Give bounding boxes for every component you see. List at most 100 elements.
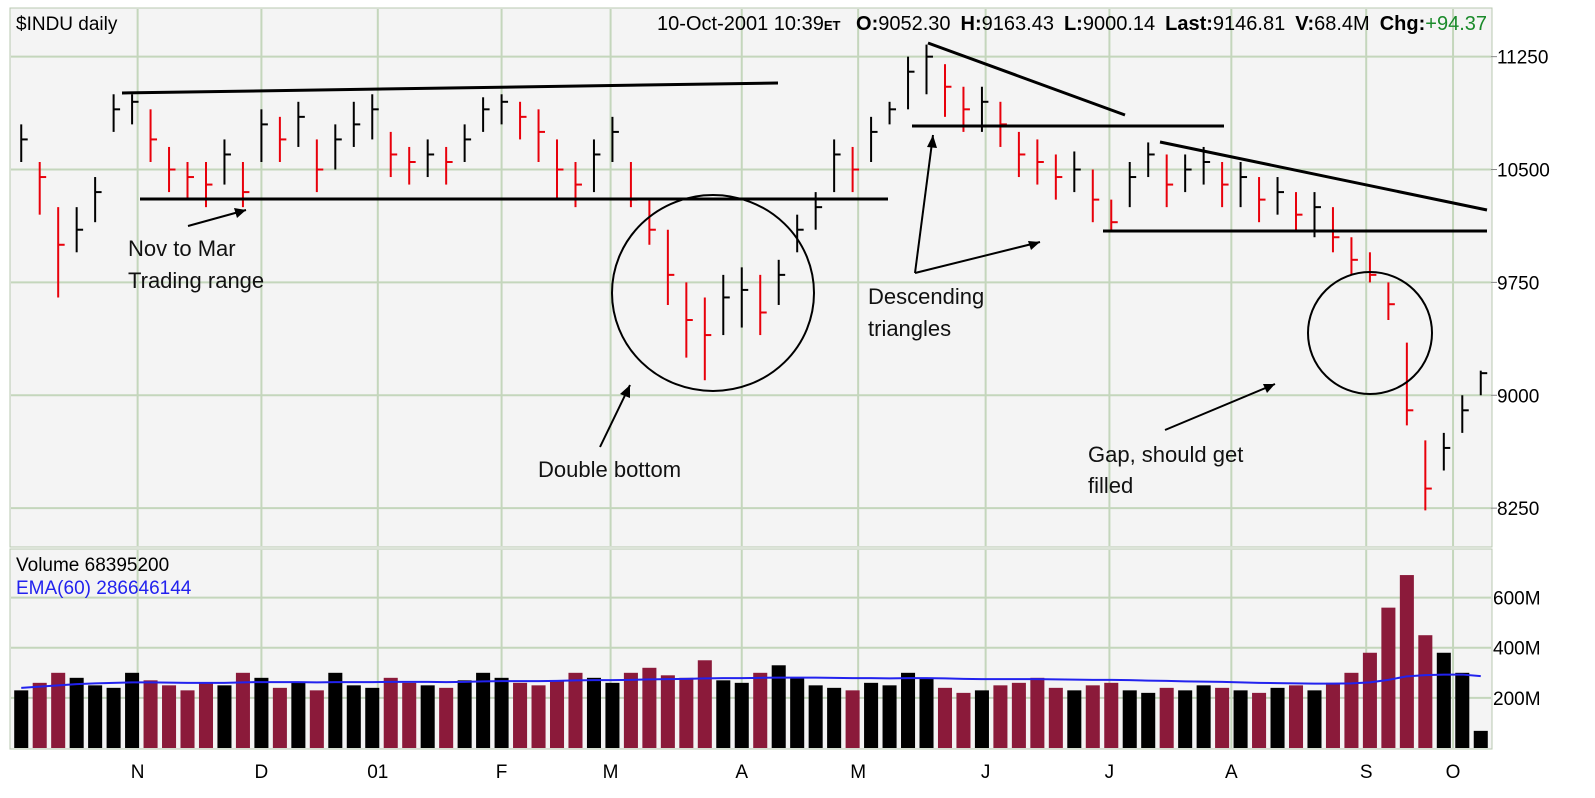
marks <box>14 44 1488 748</box>
volume-bar <box>697 660 712 748</box>
volume-bar <box>346 685 361 748</box>
volume-bar <box>1215 687 1230 748</box>
volume-bar <box>1436 652 1451 748</box>
volume-bar <box>864 682 879 748</box>
x-tick-label: F <box>496 762 508 783</box>
x-tick-label: 01 <box>367 762 388 783</box>
volume-bar <box>901 672 916 748</box>
volume-bar <box>1178 690 1193 748</box>
volume-bar <box>716 680 731 748</box>
volume-bar <box>1399 575 1414 748</box>
volume-bar <box>476 672 491 748</box>
volume-bar <box>1122 690 1137 748</box>
arrow-head <box>234 208 246 218</box>
volume-bar <box>1085 685 1100 748</box>
volume-bar <box>974 690 989 748</box>
volume-bar <box>1455 672 1470 748</box>
ema-value: 286646144 <box>96 578 192 599</box>
volume-bar <box>217 685 232 748</box>
field-value: 9146.81 <box>1213 13 1285 35</box>
volume-bar <box>69 677 84 748</box>
arrow <box>1164 383 1276 431</box>
y-tick-label: 400M <box>1493 639 1541 660</box>
volume-bar <box>827 687 842 748</box>
volume-bar <box>937 687 953 748</box>
volume-bar <box>956 692 971 748</box>
timezone: ET <box>824 18 841 33</box>
field-label: O: <box>856 13 878 35</box>
annotation: Nov to Mar <box>128 236 236 261</box>
drawings <box>121 41 1488 448</box>
volume-bar <box>328 672 343 748</box>
trend-line <box>927 41 1126 117</box>
arrow-head <box>1028 241 1040 250</box>
volume-bar <box>402 682 417 748</box>
x-tick-label: J <box>1105 762 1115 783</box>
field-label: Last: <box>1165 13 1213 35</box>
volume-bar <box>882 685 897 748</box>
x-tick-label: O <box>1446 762 1461 783</box>
volume-bar <box>51 672 66 748</box>
volume-bar <box>235 672 250 748</box>
volume-bar <box>14 690 29 748</box>
volume-panel <box>9 548 1493 750</box>
field-label: H: <box>961 13 982 35</box>
ema-title: EMA(60) <box>16 578 91 599</box>
volume-bar <box>457 680 472 748</box>
volume-bar <box>494 677 509 748</box>
volume-value: 68395200 <box>85 555 170 576</box>
volume-bar <box>180 690 195 748</box>
y-tick-label: 600M <box>1493 589 1541 610</box>
y-tick-label: 11250 <box>1497 48 1548 69</box>
annotation: Double bottom <box>538 457 681 482</box>
volume-bar <box>272 687 287 748</box>
volume-bar <box>734 682 749 748</box>
arrow-head <box>620 385 630 398</box>
volume-bar <box>845 690 860 748</box>
volume-bar <box>125 672 140 748</box>
volume-bar <box>919 677 934 748</box>
volume-bar <box>162 685 177 748</box>
volume-bar <box>254 677 269 748</box>
datetime: 10-Oct-2001 10:39 <box>657 13 824 35</box>
volume-bar <box>1159 687 1174 748</box>
volume-bar <box>513 682 528 748</box>
volume-bar <box>1362 652 1377 748</box>
volume-bar <box>1288 685 1304 748</box>
arrow <box>914 134 934 274</box>
volume-bar <box>1473 730 1488 748</box>
volume-bar <box>1344 672 1359 748</box>
annotation: triangles <box>868 316 951 341</box>
y-tick-label: 8250 <box>1497 499 1539 520</box>
y-tick-label: 9750 <box>1497 273 1539 294</box>
volume-bar <box>771 665 786 748</box>
volume-bar <box>383 677 398 748</box>
volume-bar <box>309 690 324 748</box>
volume-bar <box>993 685 1008 748</box>
volume-bar <box>1418 635 1433 748</box>
volume-bar <box>568 672 583 748</box>
volume-bar <box>549 680 565 748</box>
annotation: Trading range <box>128 268 264 293</box>
volume-bar <box>808 685 823 748</box>
volume-bar <box>439 687 454 748</box>
volume-bar <box>753 672 768 748</box>
field-value: 9000.14 <box>1083 13 1155 35</box>
field-label: L: <box>1064 13 1083 35</box>
x-tick-label: A <box>735 762 748 783</box>
quote-header: 10-Oct-2001 10:39ET O:9052.30 H:9163.43 L:… <box>657 13 1487 35</box>
ema-line <box>21 673 1481 689</box>
x-tick-label: S <box>1360 762 1373 783</box>
volume-bar <box>1141 692 1156 748</box>
volume-bar <box>623 672 638 748</box>
y-tick-label: 200M <box>1493 689 1541 710</box>
trend-line <box>1159 140 1488 212</box>
field-value: +94.37 <box>1425 13 1487 35</box>
volume-label: Volume 68395200 <box>16 555 169 576</box>
volume-bar <box>1270 687 1285 748</box>
volume-bar <box>531 685 546 748</box>
annotation: Gap, should get <box>1088 442 1243 467</box>
annotation: Descending <box>868 284 984 309</box>
field-value: 9052.30 <box>878 13 950 35</box>
volume-bar <box>1381 607 1396 748</box>
